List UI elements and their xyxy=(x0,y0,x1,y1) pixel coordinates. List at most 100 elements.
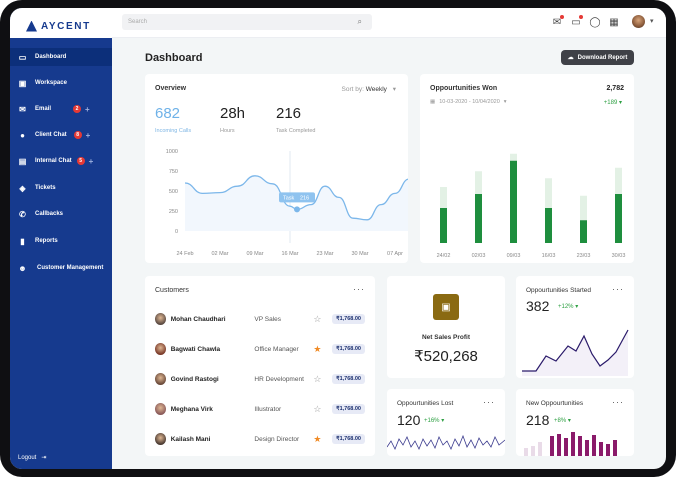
bar[interactable] xyxy=(580,220,587,243)
star-icon[interactable]: ★ xyxy=(313,433,322,444)
date-range-picker[interactable]: ▦ 10-03-2020 - 10/04/2020 ▾ xyxy=(430,99,507,105)
sidebar-item-tickets[interactable]: ◈ Tickets xyxy=(10,179,112,197)
brand-logo[interactable]: AYCENT xyxy=(26,18,91,34)
x-tick-label: 16 Mar xyxy=(281,251,298,257)
sparkline-line xyxy=(387,434,505,450)
sort-dropdown[interactable]: Sort by: Weekly ▾ xyxy=(342,85,397,93)
incoming-calls-value: 682 xyxy=(155,105,181,122)
calendar-icon: ▦ xyxy=(430,99,436,105)
search-placeholder: Search xyxy=(128,19,148,25)
download-report-button[interactable]: ☁ Download Report xyxy=(561,50,634,65)
highlight-point[interactable] xyxy=(294,206,300,213)
customer-avatar xyxy=(155,403,166,415)
sidebar: AYCENT ▭ Dashboard ▣ Workspace ✉ Email 2… xyxy=(10,8,112,469)
search-icon[interactable]: ⌕ xyxy=(357,17,362,26)
y-tick-label: 250 xyxy=(169,209,178,215)
add-internal-chat-icon[interactable]: + xyxy=(88,156,94,166)
customer-amount: ₹1,768.00 xyxy=(332,404,365,414)
sort-value: Weekly xyxy=(365,86,387,93)
incoming-calls-label: Incoming Calls xyxy=(155,128,192,134)
more-options-icon[interactable]: ··· xyxy=(612,284,624,294)
chevron-down-icon: ▾ xyxy=(575,304,579,310)
chat-icon[interactable]: ▭ xyxy=(570,15,583,28)
sidebar-item-customer-management[interactable]: ☻ Customer Management xyxy=(10,259,112,277)
more-options-icon[interactable]: ··· xyxy=(483,397,495,407)
client-chat-count-badge: 8 xyxy=(73,131,82,139)
customer-avatar xyxy=(155,433,166,445)
spark-bar xyxy=(592,435,596,456)
bar[interactable] xyxy=(475,194,482,243)
x-tick-label: 02 Mar xyxy=(211,251,228,257)
customer-name: Mohan Chaudhari xyxy=(170,315,226,323)
more-options-icon[interactable]: ··· xyxy=(353,284,365,294)
net-sales-value: ₹520,268 xyxy=(414,348,478,365)
customer-role: VP Sales xyxy=(254,315,282,323)
net-sales-title: Net Sales Profit xyxy=(421,334,471,341)
logout-icon: ⇥ xyxy=(41,455,47,461)
sidebar-item-email[interactable]: ✉ Email 2 + xyxy=(10,100,112,118)
search-input[interactable]: Search ⌕ xyxy=(122,14,372,30)
user-avatar[interactable] xyxy=(632,15,645,28)
bar[interactable] xyxy=(615,194,622,243)
sidebar-item-workspace[interactable]: ▣ Workspace xyxy=(10,74,112,92)
sidebar-item-callbacks[interactable]: ✆ Callbacks xyxy=(10,205,112,223)
customer-row[interactable]: Govind Rastogi HR Development ☆ ₹1,768.00 xyxy=(155,372,365,386)
logout-button[interactable]: Logout ⇥ xyxy=(18,454,47,462)
opportunities-started-delta: +12% ▾ xyxy=(558,303,578,310)
task-completed-value: 216 xyxy=(276,105,302,122)
net-sales-card: ▣ Net Sales Profit ₹520,268 xyxy=(387,276,505,378)
sidebar-item-dashboard[interactable]: ▭ Dashboard xyxy=(10,48,112,66)
customer-name: Govind Rastogi xyxy=(170,375,219,383)
mail-icon: ✉ xyxy=(19,104,26,114)
sidebar-item-reports[interactable]: ▮ Reports xyxy=(10,232,112,250)
bar[interactable] xyxy=(510,160,517,243)
spark-bar xyxy=(564,438,568,456)
ticket-icon: ◈ xyxy=(19,183,26,193)
sidebar-item-label: Email xyxy=(35,106,52,112)
new-opportunities-card: New Oppourtunities ··· 218 +8% ▾ xyxy=(516,389,634,456)
add-client-chat-icon[interactable]: + xyxy=(85,130,91,140)
chart-tooltip: Task 216 xyxy=(279,192,315,203)
x-tick-label: 23/03 xyxy=(577,253,591,259)
app-screen: AYCENT ▭ Dashboard ▣ Workspace ✉ Email 2… xyxy=(10,8,666,469)
customer-avatar xyxy=(155,373,166,385)
customer-avatar xyxy=(155,313,166,325)
star-icon[interactable]: ★ xyxy=(313,343,322,354)
check-circle-icon[interactable]: ◯ xyxy=(589,16,601,28)
spark-bar xyxy=(578,436,582,456)
more-options-icon[interactable]: ··· xyxy=(612,397,624,407)
opportunities-won-bar-chart: 24/02 02/03 09/03 16/03 23/03 30/03 xyxy=(437,153,625,259)
opportunities-lost-value: 120 xyxy=(397,412,421,428)
email-count-badge: 2 xyxy=(73,105,82,113)
customer-row[interactable]: Bagwati Chawla Office Manager ★ ₹1,768.00 xyxy=(155,342,365,356)
sidebar-item-label: Tickets xyxy=(35,185,56,191)
spark-bar xyxy=(571,432,575,456)
report-icon: ▮ xyxy=(20,236,25,246)
spark-bar xyxy=(585,440,589,456)
x-tick-label: 09 Mar xyxy=(246,251,263,257)
customer-row[interactable]: Meghana Virk Illustrator ☆ ₹1,768.00 xyxy=(155,402,365,416)
sidebar-item-internal-chat[interactable]: ▤ Internal Chat 5 + xyxy=(10,152,112,170)
star-icon[interactable]: ☆ xyxy=(313,403,322,414)
line-area xyxy=(185,175,408,231)
spark-bar xyxy=(550,436,554,456)
bar[interactable] xyxy=(440,208,447,243)
customer-row[interactable]: Mohan Chaudhari VP Sales ☆ ₹1,768.00 xyxy=(155,312,365,326)
customer-row[interactable]: Kailash Mani Design Director ★ ₹1,768.00 xyxy=(155,432,365,446)
mail-icon[interactable]: ✉ xyxy=(551,15,564,28)
sidebar-item-client-chat[interactable]: ● Client Chat 8 + xyxy=(10,126,112,144)
opportunities-won-card: Oppourtunities Won 2,782 ▦ 10-03-2020 - … xyxy=(420,74,634,263)
bar[interactable] xyxy=(545,208,552,243)
star-icon[interactable]: ☆ xyxy=(313,373,322,384)
customer-avatar xyxy=(155,343,166,355)
chevron-down-icon[interactable]: ▾ xyxy=(650,18,654,25)
hours-label: Hours xyxy=(220,128,235,134)
add-email-icon[interactable]: + xyxy=(85,104,90,114)
new-opportunities-delta: +8% ▾ xyxy=(554,417,571,424)
spark-bar xyxy=(557,434,561,456)
customer-amount: ₹1,768.00 xyxy=(332,434,365,444)
star-icon[interactable]: ☆ xyxy=(313,313,322,324)
chevron-down-icon: ▾ xyxy=(441,418,445,424)
x-tick-label: 24/02 xyxy=(437,253,451,259)
calendar-icon[interactable]: ▦ xyxy=(609,16,619,28)
